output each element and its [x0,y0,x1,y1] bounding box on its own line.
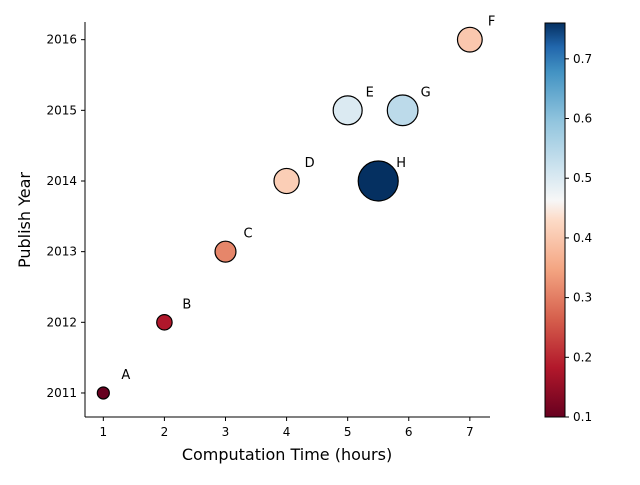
point-label: H [396,156,406,171]
scatter-point [332,95,363,126]
y-tick-label: 2015 [46,103,77,117]
scatter-point [456,26,483,53]
y-tick-label: 2013 [46,245,77,259]
scatter-point [273,167,300,195]
x-axis-ticks: 1 2 3 4 5 6 7 [100,417,474,439]
scatter-point [214,240,237,263]
x-tick-label: 3 [222,425,230,439]
plot-area: A B C D E F G H [96,15,495,400]
colorbar-tick-label: 0.7 [573,52,592,66]
colorbar-gradient [544,22,566,418]
colorbar-tick-label: 0.2 [573,350,592,364]
point-label: A [121,368,130,383]
y-tick-label: 2016 [46,33,77,47]
colorbar-ticks: 0.1 0.2 0.3 0.4 0.5 0.6 0.7 [565,52,592,424]
x-tick-label: 1 [100,425,108,439]
scatter-point [386,94,419,127]
point-label: E [366,85,374,100]
colorbar-tick-label: 0.4 [573,231,592,245]
colorbar-tick-label: 0.5 [573,171,592,185]
x-tick-label: 7 [466,425,474,439]
scatter-point [156,314,173,331]
point-label: B [182,297,191,312]
point-label: D [305,156,315,171]
scatter-point [357,160,399,202]
x-tick-label: 4 [283,425,291,439]
y-tick-label: 2012 [46,315,77,329]
x-tick-label: 2 [161,425,169,439]
point-label: F [488,15,495,30]
y-tick-label: 2011 [46,386,77,400]
colorbar-tick-label: 0.1 [573,410,592,424]
x-tick-label: 6 [405,425,413,439]
point-label: C [243,227,252,242]
y-axis-ticks: 2011 2012 2013 2014 2015 2016 [46,33,85,400]
axes: 1 2 3 4 5 6 7 2011 2012 2013 2014 2015 2016 Computa… [15,22,490,464]
colorbar-tick-label: 0.3 [573,291,592,305]
scatter-point [96,386,110,400]
x-tick-label: 5 [344,425,352,439]
colorbar-tick-label: 0.6 [573,112,592,126]
colorbar: 0.1 0.2 0.3 0.4 0.5 0.6 0.7 [544,22,592,424]
point-label: G [421,85,431,100]
y-axis-title: Publish Year [15,172,34,268]
x-axis-title: Computation Time (hours) [182,445,392,464]
y-tick-label: 2014 [46,174,77,188]
